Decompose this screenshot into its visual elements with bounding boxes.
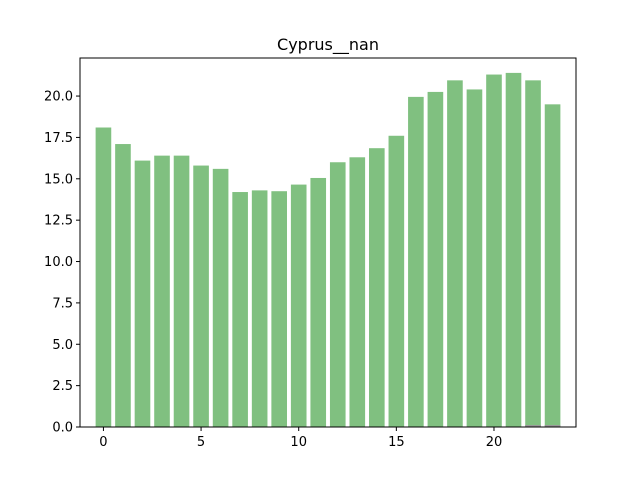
bar-series-1-x-22	[525, 425, 541, 427]
bar-series-0-x-6	[212, 168, 229, 427]
y-tick-label: 12.5	[44, 214, 73, 229]
bar-series-0-x-4	[173, 155, 190, 427]
bar-series-0-x-21	[505, 72, 522, 427]
chart-title: Cyprus__nan	[277, 35, 379, 55]
bar-series-0-x-7	[232, 192, 248, 427]
bar-series-0-x-19	[466, 89, 483, 428]
bar-series-0-x-8	[251, 190, 268, 427]
x-tick-label: 0	[99, 435, 107, 450]
x-tick-label: 15	[388, 435, 405, 450]
bar-series-0-x-14	[369, 148, 385, 427]
y-tick-label: 5.0	[52, 338, 73, 353]
axes-layer	[79, 57, 577, 428]
bar-series-0-x-0	[95, 127, 112, 428]
y-tick-label: 7.5	[52, 296, 73, 311]
x-axis-ticks: 0 5 10 15 20	[99, 427, 502, 450]
bar-series-0-x-12	[329, 162, 346, 427]
y-tick-label: 10.0	[44, 255, 73, 270]
bar-series-0-x-11	[310, 177, 327, 427]
y-axis-ticks: 0.0 2.5 5.0 7.5 10.0 12.5 15.0 17.5 20.0	[44, 90, 80, 436]
x-tick-label: 20	[486, 435, 503, 450]
bar-series-0-x-1	[115, 144, 131, 427]
bar-series-0-x-5	[193, 165, 209, 427]
bar-series-0-x-22	[525, 80, 541, 427]
bar-series-1-x-23	[544, 425, 561, 427]
y-tick-label: 20.0	[44, 90, 73, 105]
bar-series-0-x-15	[388, 135, 405, 427]
bar-series-0-x-23	[544, 104, 561, 427]
y-tick-label: 15.0	[44, 172, 73, 187]
y-tick-label: 0.0	[52, 421, 73, 436]
plot-frame	[79, 57, 577, 428]
bar-series-0-x-18	[447, 80, 463, 427]
bar-series-0-x-3	[154, 155, 170, 427]
bar-series-0-x-9	[271, 191, 287, 427]
bar-series-0-x-16	[408, 96, 424, 427]
bars-layer	[95, 72, 561, 428]
bar-series-0-x-20	[486, 74, 502, 427]
bar-series-0-x-2	[134, 160, 151, 428]
y-tick-label: 17.5	[44, 131, 73, 146]
x-tick-label: 10	[290, 435, 307, 450]
y-tick-label: 2.5	[52, 379, 73, 394]
bar-series-0-x-13	[349, 157, 366, 427]
x-tick-label: 5	[197, 435, 205, 450]
bar-series-0-x-17	[427, 91, 444, 428]
bar-series-0-x-10	[290, 184, 307, 427]
